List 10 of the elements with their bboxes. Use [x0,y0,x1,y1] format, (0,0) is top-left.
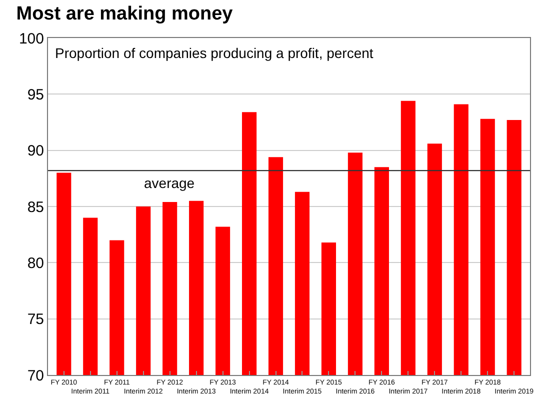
y-tick-label: 80 [27,254,44,272]
chart-title: Most are making money [16,3,234,24]
y-tick-label: 95 [27,86,44,104]
text: Proportion of companies producing a profit, percent [55,45,374,61]
y-tick-label: 90 [27,142,44,160]
y-tick-label: 85 [27,198,44,216]
y-tick-label: 70 [27,367,44,384]
ref-line-label: average [144,175,195,191]
y-tick-label: 75 [27,311,44,328]
y-tick-label: 100 [18,30,44,48]
